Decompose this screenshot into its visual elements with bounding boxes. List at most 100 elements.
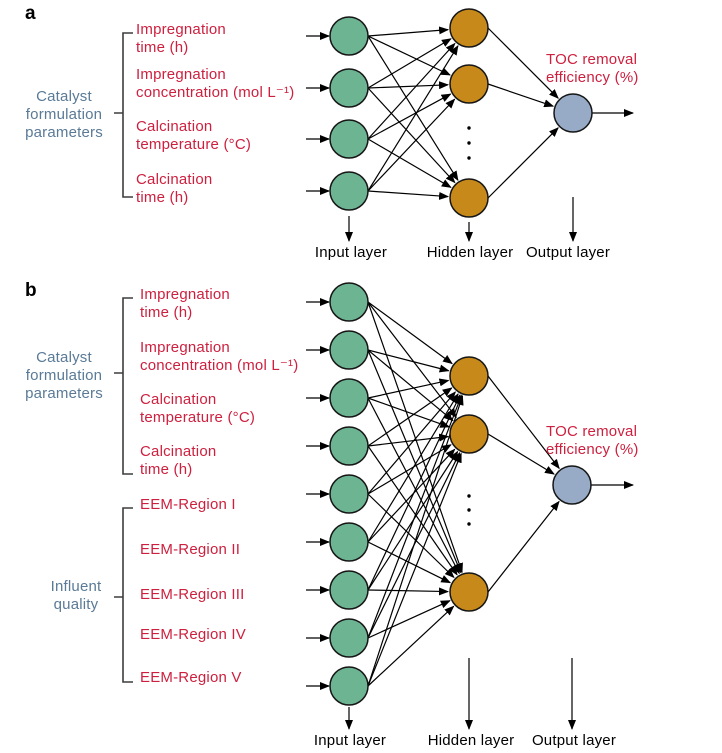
edge-hidden-output (487, 375, 560, 470)
edge-input-hidden (367, 493, 455, 579)
edge-input-hidden (367, 433, 450, 447)
input-node (329, 171, 369, 211)
output-node (552, 465, 592, 505)
panel-a-network (114, 8, 634, 242)
edge-input-hidden (367, 87, 456, 184)
edge-input-hidden (367, 587, 450, 596)
group-bracket (114, 297, 133, 475)
feature-label-a-impregnation-time: Impregnation time (h) (136, 21, 226, 56)
edge-input-hidden (367, 38, 452, 89)
layer-label-a-output: Output layer (525, 244, 611, 261)
feature-label-b-impregnation-time: Impregnation time (h) (140, 286, 230, 321)
ellipsis-dot (467, 141, 471, 145)
edge-hidden-output (487, 500, 560, 593)
output-node (553, 93, 593, 133)
hidden-node (449, 178, 489, 218)
edge-input-hidden (367, 42, 456, 140)
edge-hidden-output (487, 27, 559, 99)
edge-hidden-output (487, 433, 555, 475)
input-node (329, 426, 369, 466)
edge-input-hidden (367, 35, 459, 182)
feature-label-b-calcination-time: Calcination time (h) (140, 443, 217, 478)
layer-label-b-hidden: Hidden layer (427, 732, 515, 749)
input-node (329, 282, 369, 322)
layer-label-b-output: Output layer (531, 732, 617, 749)
edge-input-hidden (367, 394, 463, 639)
output-annotation-a: TOC removal efficiency (%) (546, 51, 639, 86)
input-node (329, 570, 369, 610)
hidden-node (449, 572, 489, 612)
group-bracket (114, 507, 133, 683)
edge-input-hidden (367, 444, 452, 495)
edge-input-hidden (367, 378, 450, 399)
input-node (329, 474, 369, 514)
input-node (329, 68, 369, 108)
feature-label-a-calcination-time: Calcination time (h) (136, 171, 213, 206)
edge-input-hidden (367, 393, 459, 543)
edge-input-hidden (367, 93, 452, 140)
edge-input-hidden (367, 605, 455, 687)
edge-hidden-output (487, 83, 555, 108)
hidden-node (449, 356, 489, 396)
group-label-influent-b: Influent quality (50, 578, 102, 613)
edge-input-hidden (367, 81, 450, 90)
edge-input-hidden (367, 600, 451, 639)
feature-label-b-calcination-temperature: Calcination temperature (°C) (140, 391, 256, 426)
panel-b-tag: b (25, 280, 37, 301)
edge-input-hidden (367, 26, 450, 37)
edge-input-hidden (367, 349, 462, 574)
group-bracket (114, 32, 133, 198)
layer-label-a-input: Input layer (314, 244, 388, 261)
edge-input-hidden (367, 397, 451, 428)
edge-input-hidden (367, 98, 456, 192)
ellipsis-dot (467, 522, 471, 526)
ellipsis-dot (467, 508, 471, 512)
edge-input-hidden (367, 391, 456, 495)
hidden-node (449, 64, 489, 104)
edge-input-hidden (367, 138, 452, 188)
edge-input-hidden (367, 301, 457, 419)
feature-label-b-eem-region-5: EEM-Region V (140, 669, 242, 686)
edge-input-hidden (367, 387, 453, 447)
input-node (329, 119, 369, 159)
panel-a-tag: a (25, 3, 36, 24)
ellipsis-dot (467, 156, 471, 160)
input-node (329, 666, 369, 706)
edge-input-hidden (367, 445, 458, 576)
layer-label-b-input: Input layer (313, 732, 387, 749)
edge-input-hidden (367, 448, 456, 543)
edge-input-hidden (367, 45, 459, 192)
edge-input-hidden (367, 394, 461, 591)
group-label-catalyst-a: Catalyst formulation parameters (25, 88, 103, 141)
input-node (329, 16, 369, 56)
input-node (329, 618, 369, 658)
hidden-node (449, 414, 489, 454)
feature-label-b-eem-region-2: EEM-Region II (140, 541, 241, 558)
feature-label-b-eem-region-3: EEM-Region III (140, 586, 245, 603)
edge-input-hidden (367, 35, 451, 76)
edge-input-hidden (367, 190, 450, 200)
edge-input-hidden (367, 395, 464, 687)
ellipsis-dot (467, 494, 471, 498)
edge-input-hidden (367, 349, 454, 422)
feature-label-b-eem-region-1: EEM-Region I (140, 496, 236, 513)
hidden-node (449, 8, 489, 48)
edge-input-hidden (367, 301, 463, 574)
feature-label-a-impregnation-concentration: Impregnation concentration (mol L⁻¹) (136, 66, 295, 101)
edge-input-hidden (367, 541, 452, 584)
edge-input-hidden (367, 301, 453, 365)
input-node (329, 378, 369, 418)
edge-input-hidden (367, 452, 462, 687)
group-label-catalyst-b: Catalyst formulation parameters (25, 349, 103, 402)
output-annotation-b: TOC removal efficiency (%) (546, 423, 639, 458)
feature-label-a-calcination-temperature: Calcination temperature (°C) (136, 118, 252, 153)
ellipsis-dot (467, 126, 471, 130)
input-node (329, 522, 369, 562)
edge-input-hidden (367, 349, 450, 373)
panel-b-network (114, 282, 634, 730)
input-node (329, 330, 369, 370)
edge-hidden-output (487, 127, 559, 199)
feature-label-b-impregnation-concentration: Impregnation concentration (mol L⁻¹) (140, 339, 299, 374)
